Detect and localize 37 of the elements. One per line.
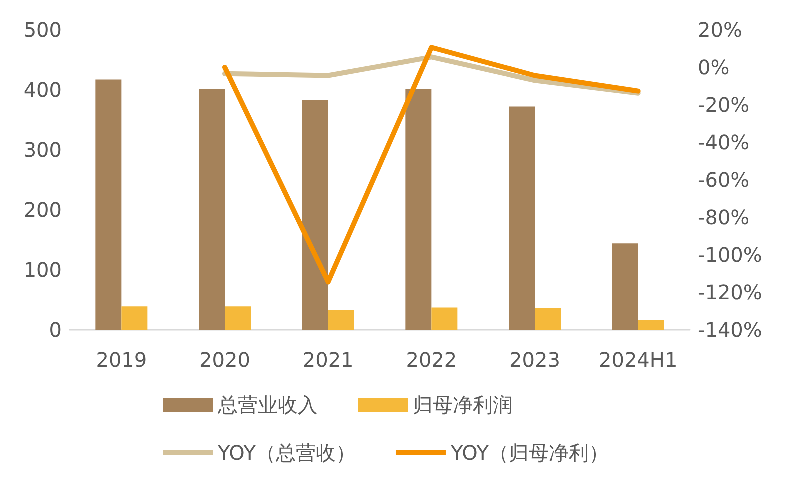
y-tick-label: 200 [24, 198, 62, 222]
y-tick-label: 100 [24, 258, 62, 282]
y-tick-label: 500 [24, 18, 62, 42]
bar [225, 306, 251, 330]
bar [302, 100, 328, 330]
y2-tick-label: -40% [698, 130, 750, 154]
y2-tick-label: -100% [698, 243, 762, 267]
y2-tick-label: -20% [698, 93, 750, 117]
y-tick-label: 300 [24, 138, 62, 162]
bar [535, 308, 561, 330]
y-tick-label: 400 [24, 78, 62, 102]
bar [509, 106, 535, 330]
legend-label: 归母净利润 [413, 393, 513, 417]
bar [638, 320, 664, 330]
bar [122, 306, 148, 330]
legend-label: 总营业收入 [217, 393, 318, 417]
x-tick-label: 2022 [406, 348, 458, 372]
x-tick-label: 2020 [200, 348, 250, 372]
y-tick-label: 0 [49, 318, 62, 342]
x-tick-label: 2021 [302, 348, 354, 372]
bar [328, 310, 354, 330]
x-tick-label: 2019 [96, 348, 148, 372]
x-tick-label: 2024H1 [598, 348, 678, 372]
x-tick-label: 2023 [510, 348, 560, 372]
bar [199, 89, 225, 330]
y2-tick-label: -60% [698, 168, 750, 192]
y2-tick-label: 20% [698, 18, 742, 42]
y2-tick-label: -80% [698, 206, 750, 230]
bar [96, 80, 122, 330]
bar [612, 244, 638, 330]
legend-label: YOY（归母净利） [450, 441, 609, 465]
bar [406, 89, 432, 330]
y2-tick-label: -120% [698, 280, 762, 304]
y2-tick-label: -140% [698, 318, 762, 342]
legend-label: YOY（总营收） [217, 441, 356, 465]
bar [432, 308, 458, 330]
y2-tick-label: 0% [698, 56, 730, 80]
